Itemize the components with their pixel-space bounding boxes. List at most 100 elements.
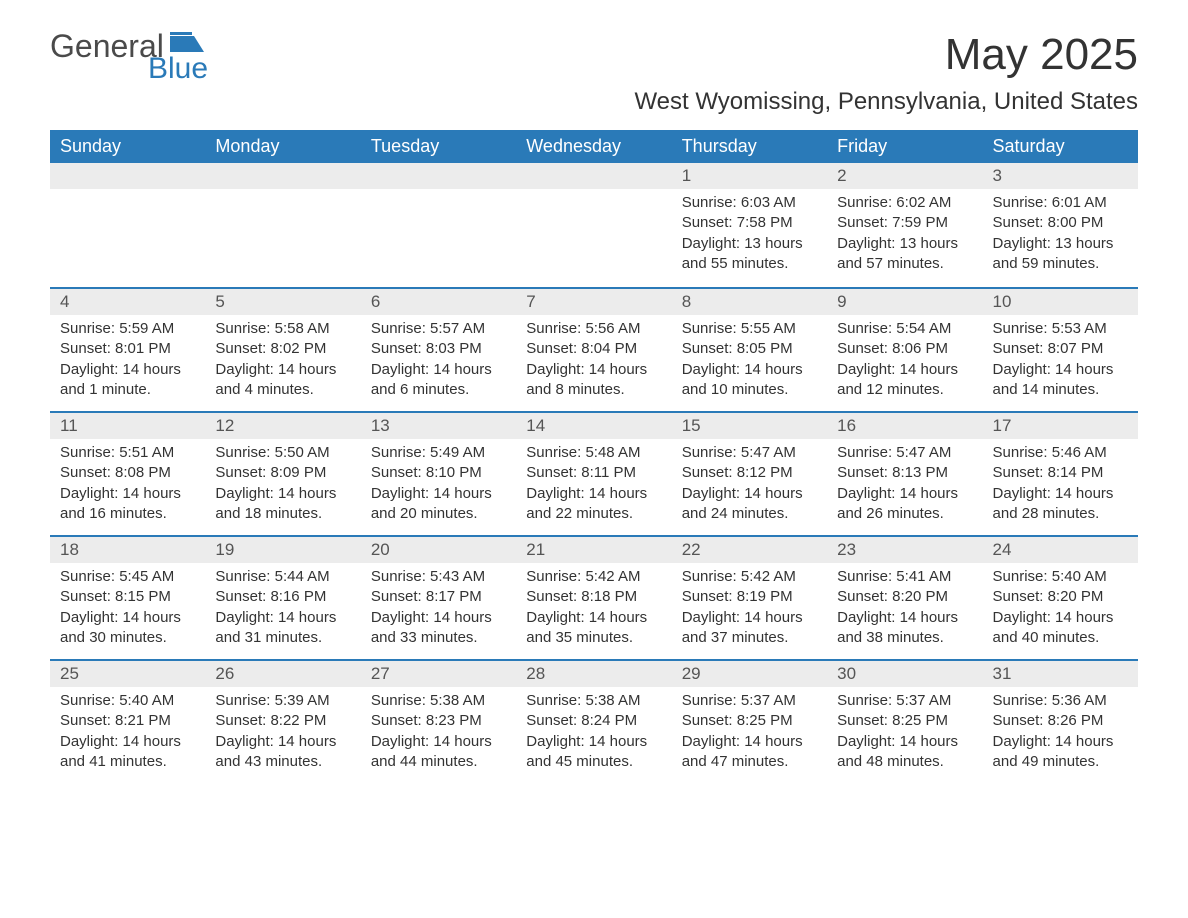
calendar-day-cell: 19Sunrise: 5:44 AMSunset: 8:16 PMDayligh… bbox=[205, 535, 360, 659]
day-details bbox=[516, 189, 671, 199]
daylight-text: Daylight: 14 hours and 16 minutes. bbox=[60, 484, 195, 525]
day-details: Sunrise: 5:42 AMSunset: 8:19 PMDaylight:… bbox=[672, 563, 827, 654]
sunrise-text: Sunrise: 5:47 AM bbox=[837, 443, 972, 463]
calendar-day-cell: 9Sunrise: 5:54 AMSunset: 8:06 PMDaylight… bbox=[827, 287, 982, 411]
calendar-week-row: 25Sunrise: 5:40 AMSunset: 8:21 PMDayligh… bbox=[50, 659, 1138, 783]
daylight-text: Daylight: 13 hours and 57 minutes. bbox=[837, 234, 972, 275]
sunset-text: Sunset: 8:07 PM bbox=[993, 339, 1128, 359]
calendar-day-cell bbox=[50, 163, 205, 287]
sunrise-text: Sunrise: 5:41 AM bbox=[837, 567, 972, 587]
sunset-text: Sunset: 8:25 PM bbox=[682, 711, 817, 731]
weekday-header: Saturday bbox=[983, 130, 1138, 163]
calendar-day-cell: 28Sunrise: 5:38 AMSunset: 8:24 PMDayligh… bbox=[516, 659, 671, 783]
day-details: Sunrise: 5:37 AMSunset: 8:25 PMDaylight:… bbox=[827, 687, 982, 778]
sunrise-text: Sunrise: 5:45 AM bbox=[60, 567, 195, 587]
day-number: 23 bbox=[827, 535, 982, 563]
daylight-text: Daylight: 14 hours and 6 minutes. bbox=[371, 360, 506, 401]
sunset-text: Sunset: 7:59 PM bbox=[837, 213, 972, 233]
day-number: 13 bbox=[361, 411, 516, 439]
weekday-header: Sunday bbox=[50, 130, 205, 163]
day-number: 25 bbox=[50, 659, 205, 687]
day-details bbox=[50, 189, 205, 199]
calendar-day-cell: 14Sunrise: 5:48 AMSunset: 8:11 PMDayligh… bbox=[516, 411, 671, 535]
calendar-day-cell: 22Sunrise: 5:42 AMSunset: 8:19 PMDayligh… bbox=[672, 535, 827, 659]
day-details: Sunrise: 5:43 AMSunset: 8:17 PMDaylight:… bbox=[361, 563, 516, 654]
sunset-text: Sunset: 8:03 PM bbox=[371, 339, 506, 359]
daylight-text: Daylight: 14 hours and 37 minutes. bbox=[682, 608, 817, 649]
day-details bbox=[361, 189, 516, 199]
day-number: 31 bbox=[983, 659, 1138, 687]
sunset-text: Sunset: 8:18 PM bbox=[526, 587, 661, 607]
daylight-text: Daylight: 14 hours and 1 minute. bbox=[60, 360, 195, 401]
sunrise-text: Sunrise: 5:42 AM bbox=[682, 567, 817, 587]
sunrise-text: Sunrise: 6:01 AM bbox=[993, 193, 1128, 213]
sunset-text: Sunset: 8:19 PM bbox=[682, 587, 817, 607]
day-details: Sunrise: 5:50 AMSunset: 8:09 PMDaylight:… bbox=[205, 439, 360, 530]
day-number bbox=[205, 163, 360, 189]
calendar-day-cell: 11Sunrise: 5:51 AMSunset: 8:08 PMDayligh… bbox=[50, 411, 205, 535]
header: General Blue May 2025 bbox=[50, 30, 1138, 84]
sunrise-text: Sunrise: 5:46 AM bbox=[993, 443, 1128, 463]
sunset-text: Sunset: 8:10 PM bbox=[371, 463, 506, 483]
weekday-header: Wednesday bbox=[516, 130, 671, 163]
day-details: Sunrise: 5:59 AMSunset: 8:01 PMDaylight:… bbox=[50, 315, 205, 406]
daylight-text: Daylight: 14 hours and 48 minutes. bbox=[837, 732, 972, 773]
daylight-text: Daylight: 14 hours and 18 minutes. bbox=[215, 484, 350, 525]
weekday-header: Friday bbox=[827, 130, 982, 163]
sunset-text: Sunset: 8:08 PM bbox=[60, 463, 195, 483]
calendar-day-cell: 26Sunrise: 5:39 AMSunset: 8:22 PMDayligh… bbox=[205, 659, 360, 783]
calendar-day-cell: 25Sunrise: 5:40 AMSunset: 8:21 PMDayligh… bbox=[50, 659, 205, 783]
sunset-text: Sunset: 7:58 PM bbox=[682, 213, 817, 233]
day-number: 10 bbox=[983, 287, 1138, 315]
sunset-text: Sunset: 8:24 PM bbox=[526, 711, 661, 731]
day-number: 22 bbox=[672, 535, 827, 563]
day-details: Sunrise: 5:39 AMSunset: 8:22 PMDaylight:… bbox=[205, 687, 360, 778]
day-details: Sunrise: 5:37 AMSunset: 8:25 PMDaylight:… bbox=[672, 687, 827, 778]
sunset-text: Sunset: 8:22 PM bbox=[215, 711, 350, 731]
calendar-day-cell: 7Sunrise: 5:56 AMSunset: 8:04 PMDaylight… bbox=[516, 287, 671, 411]
sunset-text: Sunset: 8:04 PM bbox=[526, 339, 661, 359]
sunrise-text: Sunrise: 5:59 AM bbox=[60, 319, 195, 339]
sunrise-text: Sunrise: 5:38 AM bbox=[526, 691, 661, 711]
sunrise-text: Sunrise: 5:38 AM bbox=[371, 691, 506, 711]
logo: General Blue bbox=[50, 30, 208, 84]
calendar-day-cell: 3Sunrise: 6:01 AMSunset: 8:00 PMDaylight… bbox=[983, 163, 1138, 287]
day-number: 21 bbox=[516, 535, 671, 563]
sunrise-text: Sunrise: 5:48 AM bbox=[526, 443, 661, 463]
calendar-day-cell: 4Sunrise: 5:59 AMSunset: 8:01 PMDaylight… bbox=[50, 287, 205, 411]
day-details: Sunrise: 6:03 AMSunset: 7:58 PMDaylight:… bbox=[672, 189, 827, 280]
daylight-text: Daylight: 13 hours and 55 minutes. bbox=[682, 234, 817, 275]
calendar-day-cell: 13Sunrise: 5:49 AMSunset: 8:10 PMDayligh… bbox=[361, 411, 516, 535]
sunset-text: Sunset: 8:15 PM bbox=[60, 587, 195, 607]
day-details: Sunrise: 5:57 AMSunset: 8:03 PMDaylight:… bbox=[361, 315, 516, 406]
day-details: Sunrise: 5:40 AMSunset: 8:21 PMDaylight:… bbox=[50, 687, 205, 778]
sunset-text: Sunset: 8:00 PM bbox=[993, 213, 1128, 233]
calendar-day-cell: 5Sunrise: 5:58 AMSunset: 8:02 PMDaylight… bbox=[205, 287, 360, 411]
sunset-text: Sunset: 8:25 PM bbox=[837, 711, 972, 731]
calendar-day-cell: 8Sunrise: 5:55 AMSunset: 8:05 PMDaylight… bbox=[672, 287, 827, 411]
day-details: Sunrise: 5:47 AMSunset: 8:12 PMDaylight:… bbox=[672, 439, 827, 530]
calendar-day-cell: 24Sunrise: 5:40 AMSunset: 8:20 PMDayligh… bbox=[983, 535, 1138, 659]
calendar-day-cell: 20Sunrise: 5:43 AMSunset: 8:17 PMDayligh… bbox=[361, 535, 516, 659]
sunrise-text: Sunrise: 5:40 AM bbox=[60, 691, 195, 711]
day-number: 27 bbox=[361, 659, 516, 687]
daylight-text: Daylight: 14 hours and 41 minutes. bbox=[60, 732, 195, 773]
day-number: 24 bbox=[983, 535, 1138, 563]
sunset-text: Sunset: 8:26 PM bbox=[993, 711, 1128, 731]
sunrise-text: Sunrise: 5:50 AM bbox=[215, 443, 350, 463]
day-number: 5 bbox=[205, 287, 360, 315]
day-details: Sunrise: 5:38 AMSunset: 8:24 PMDaylight:… bbox=[516, 687, 671, 778]
sunset-text: Sunset: 8:23 PM bbox=[371, 711, 506, 731]
calendar-day-cell: 21Sunrise: 5:42 AMSunset: 8:18 PMDayligh… bbox=[516, 535, 671, 659]
day-details: Sunrise: 5:49 AMSunset: 8:10 PMDaylight:… bbox=[361, 439, 516, 530]
calendar-day-cell: 10Sunrise: 5:53 AMSunset: 8:07 PMDayligh… bbox=[983, 287, 1138, 411]
sunset-text: Sunset: 8:12 PM bbox=[682, 463, 817, 483]
calendar-day-cell: 30Sunrise: 5:37 AMSunset: 8:25 PMDayligh… bbox=[827, 659, 982, 783]
calendar-week-row: 11Sunrise: 5:51 AMSunset: 8:08 PMDayligh… bbox=[50, 411, 1138, 535]
weekday-header: Tuesday bbox=[361, 130, 516, 163]
sunrise-text: Sunrise: 5:36 AM bbox=[993, 691, 1128, 711]
sunrise-text: Sunrise: 5:49 AM bbox=[371, 443, 506, 463]
day-details: Sunrise: 5:45 AMSunset: 8:15 PMDaylight:… bbox=[50, 563, 205, 654]
calendar-table: Sunday Monday Tuesday Wednesday Thursday… bbox=[50, 130, 1138, 783]
calendar-day-cell: 6Sunrise: 5:57 AMSunset: 8:03 PMDaylight… bbox=[361, 287, 516, 411]
